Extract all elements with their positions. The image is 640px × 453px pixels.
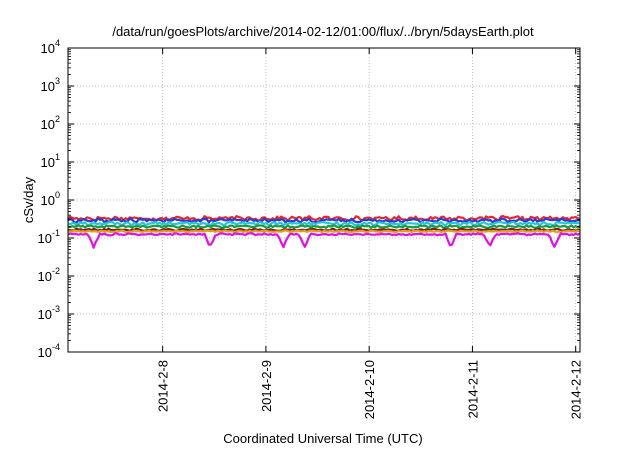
grid (68, 48, 580, 352)
series-line (67, 220, 581, 227)
series-line (67, 217, 581, 224)
y-tick-label: 10-3 (38, 304, 60, 322)
x-tick-label: 2014-2-10 (362, 360, 377, 419)
x-tick-label: 2014-2-9 (259, 360, 274, 412)
y-tick-label: 104 (41, 38, 60, 56)
series-line (67, 215, 581, 222)
y-tick-label: 103 (41, 76, 60, 94)
y-tick-label: 10-4 (38, 342, 60, 360)
y-tick-label: 102 (41, 114, 60, 132)
x-tick-label: 2014-2-11 (465, 360, 480, 418)
y-tick-label: 10-2 (38, 266, 60, 284)
series-line (67, 229, 581, 234)
series-line (67, 224, 581, 230)
x-tick-label: 2014-2-12 (569, 360, 584, 419)
y-axis-label: cSv/day (21, 176, 36, 223)
chart-title: /data/run/goesPlots/archive/2014-02-12/0… (112, 24, 534, 39)
x-tick-label: 2014-2-8 (156, 360, 171, 412)
series-line (67, 232, 581, 249)
y-tick-label: 10-1 (38, 228, 60, 246)
x-axis-label: Coordinated Universal Time (UTC) (223, 431, 422, 446)
y-tick-label: 100 (41, 190, 60, 208)
series-layer (67, 215, 581, 249)
y-tick-label: 101 (41, 152, 60, 170)
ticks: 10-4 10-3 10-2 10-1 100 101 102 103 104 2014-2-8 2… (38, 38, 584, 419)
